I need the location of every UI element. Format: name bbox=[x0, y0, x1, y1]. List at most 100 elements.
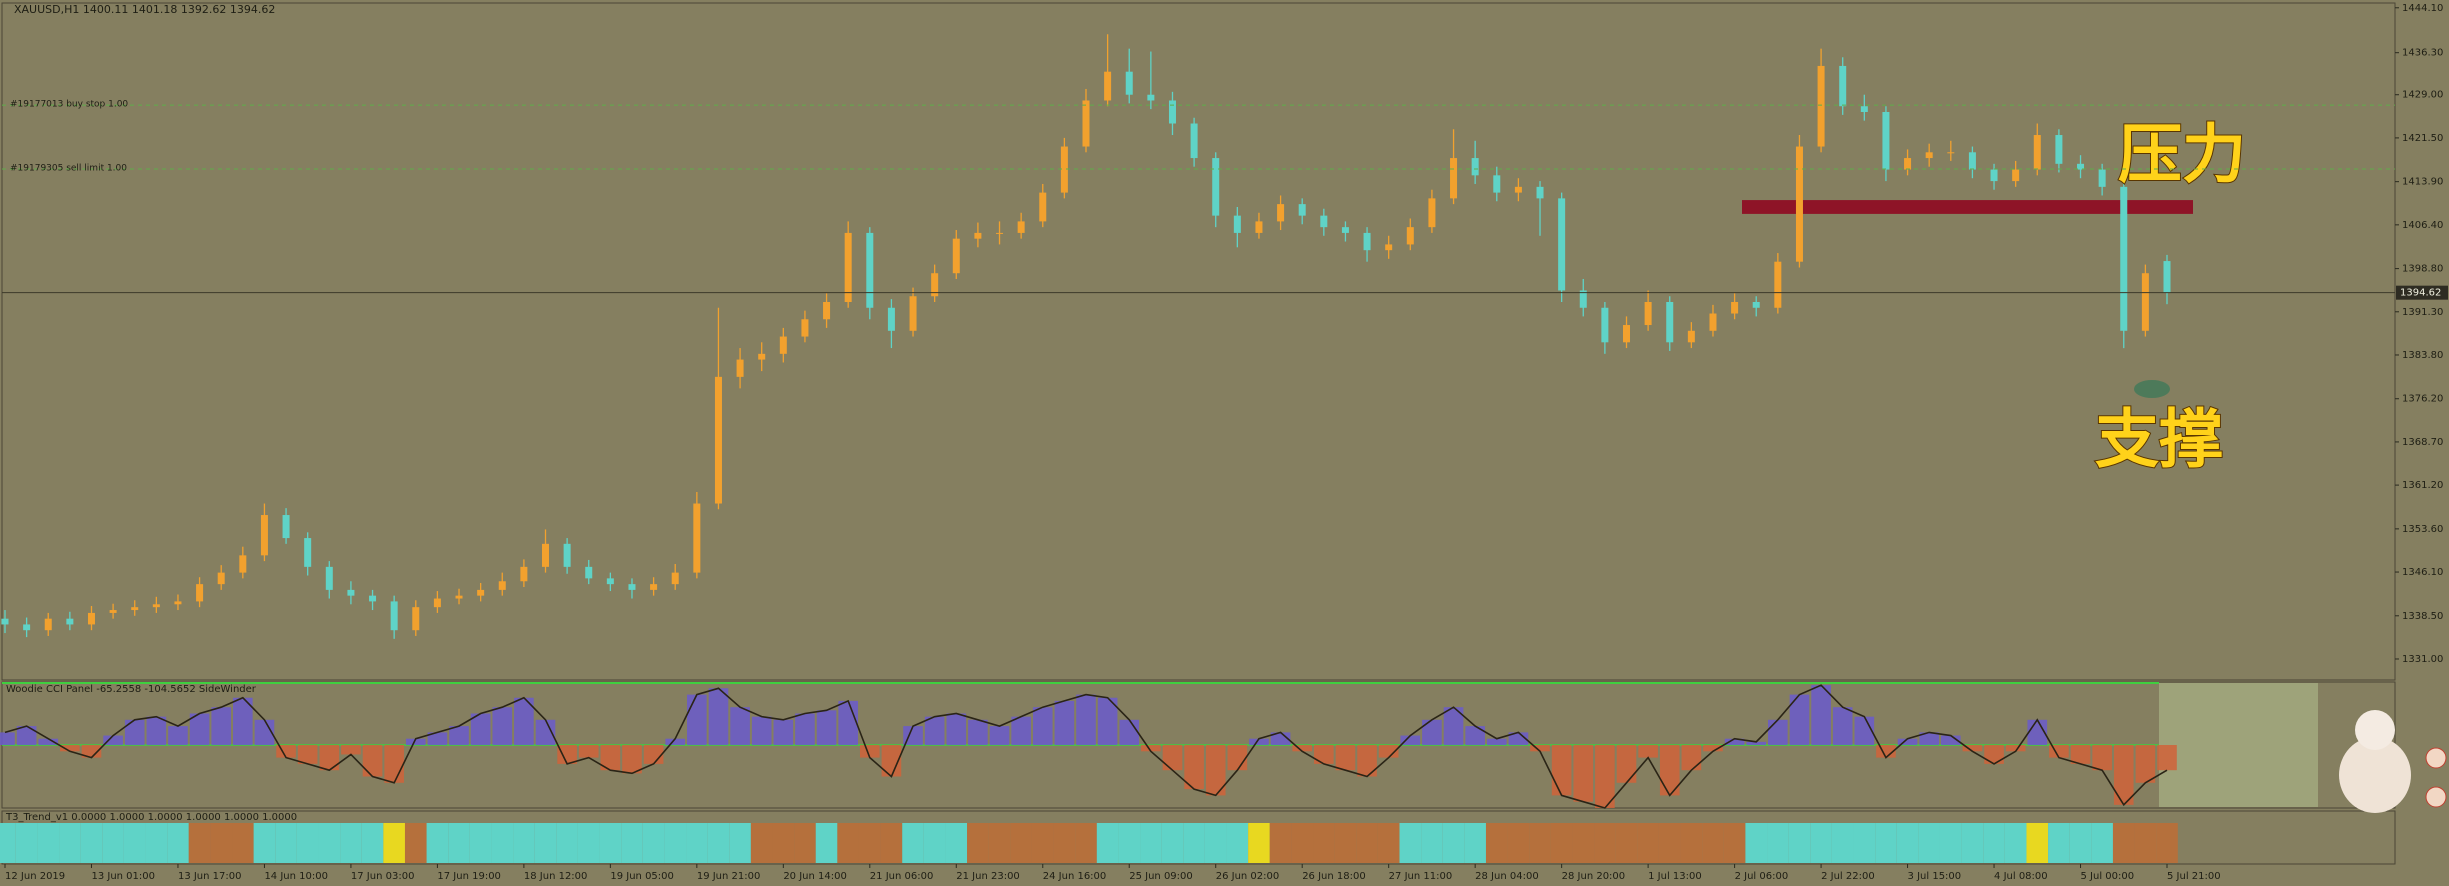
cci-bar bbox=[1227, 745, 1248, 771]
y-tick-label: 1353.60 bbox=[2402, 524, 2443, 535]
cci-bar bbox=[1832, 707, 1853, 745]
trend-band bbox=[577, 823, 600, 863]
trend-band bbox=[1334, 823, 1357, 863]
trend-band bbox=[0, 823, 16, 863]
trend-band bbox=[1031, 823, 1054, 863]
cci-bar bbox=[146, 716, 167, 745]
resistance-zone bbox=[1742, 200, 2193, 214]
y-tick-label: 1413.90 bbox=[2402, 177, 2443, 188]
trend-band bbox=[1615, 823, 1638, 863]
trend-band bbox=[664, 823, 687, 863]
cci-bar bbox=[881, 745, 902, 777]
trend-band bbox=[1442, 823, 1465, 863]
trend-band bbox=[1356, 823, 1378, 863]
candle-body bbox=[1536, 186, 1544, 199]
trend-band bbox=[1313, 823, 1335, 863]
trend-band bbox=[123, 823, 146, 863]
x-tick-label: 4 Jul 08:00 bbox=[1994, 871, 2048, 882]
cci-bar bbox=[1940, 735, 1961, 745]
candle-body bbox=[1579, 290, 1587, 308]
cci-bar bbox=[189, 713, 210, 745]
cci-bar bbox=[124, 719, 145, 745]
candle-body bbox=[931, 273, 939, 297]
x-tick-label: 3 Jul 15:00 bbox=[1908, 871, 1962, 882]
cci-bar bbox=[254, 719, 275, 745]
x-tick-label: 13 Jun 17:00 bbox=[178, 871, 242, 882]
mascot-icon bbox=[2425, 747, 2447, 769]
candle-body bbox=[1558, 198, 1566, 291]
cci-bar bbox=[1724, 738, 1745, 745]
candle-body bbox=[2077, 163, 2085, 170]
cci-bar bbox=[2070, 745, 2091, 764]
candle-body bbox=[44, 618, 52, 631]
trend-band bbox=[815, 823, 838, 863]
cci-bar bbox=[427, 732, 448, 745]
trend-band bbox=[1485, 823, 1508, 863]
cci-bar bbox=[859, 745, 880, 758]
last-price-box bbox=[2396, 285, 2448, 300]
candle-body bbox=[1817, 65, 1825, 147]
cci-bar bbox=[2113, 745, 2134, 805]
candle-body bbox=[1623, 325, 1630, 343]
y-tick-label: 1429.00 bbox=[2402, 90, 2443, 101]
candle-body bbox=[23, 624, 31, 631]
candle-body bbox=[412, 607, 420, 631]
trend-band bbox=[1053, 823, 1076, 863]
candle-body bbox=[66, 618, 74, 625]
x-tick-label: 12 Jun 2019 bbox=[5, 871, 65, 882]
x-tick-label: 26 Jun 18:00 bbox=[1302, 871, 1366, 882]
x-tick-label: 5 Jul 21:00 bbox=[2167, 871, 2221, 882]
candle-body bbox=[1904, 158, 1912, 170]
trend-band bbox=[556, 823, 578, 863]
candle-body bbox=[1450, 158, 1458, 199]
trend-band bbox=[923, 823, 946, 863]
trend-band bbox=[1810, 823, 1832, 863]
cci-bar bbox=[1119, 719, 1140, 745]
cci-bar bbox=[1616, 745, 1637, 783]
trend-band bbox=[2048, 823, 2070, 863]
candle-body bbox=[1341, 227, 1349, 233]
candle-body bbox=[1104, 71, 1112, 101]
candle-body bbox=[736, 359, 744, 377]
price-pane bbox=[1, 2, 2396, 681]
cci-bar bbox=[535, 719, 556, 745]
trend-band bbox=[1464, 823, 1486, 863]
trend-band bbox=[729, 823, 751, 863]
trend-band bbox=[426, 823, 449, 863]
trend-band bbox=[1658, 823, 1681, 863]
candle-body bbox=[801, 319, 809, 337]
trend-band bbox=[1140, 823, 1162, 863]
cci-bar bbox=[1378, 745, 1399, 758]
cci-bar bbox=[362, 745, 383, 777]
x-tick-label: 28 Jun 20:00 bbox=[1562, 871, 1626, 882]
trend-band bbox=[621, 823, 643, 863]
chart-title: XAUUSD,H1 1400.11 1401.18 1392.62 1394.6… bbox=[14, 3, 275, 16]
trend-band bbox=[1896, 823, 1919, 863]
y-tick-label: 1331.00 bbox=[2402, 654, 2443, 665]
trend-band bbox=[1875, 823, 1897, 863]
y-tick-label: 1376.20 bbox=[2402, 394, 2443, 405]
trend-band bbox=[750, 823, 773, 863]
trend-band bbox=[1075, 823, 1097, 863]
candle-body bbox=[1406, 227, 1414, 245]
trend-band bbox=[232, 823, 254, 863]
candle-body bbox=[563, 543, 571, 567]
resistance-label: 压力 bbox=[2118, 118, 2246, 193]
candle-body bbox=[369, 595, 377, 602]
cci-bar bbox=[384, 745, 404, 783]
x-tick-label: 18 Jun 12:00 bbox=[524, 871, 588, 882]
trend-band bbox=[145, 823, 168, 863]
mascot bbox=[2339, 710, 2447, 813]
candle-body bbox=[174, 601, 182, 605]
trend-band bbox=[642, 823, 665, 863]
trend-band bbox=[1594, 823, 1616, 863]
trend-title: T3_Trend_v1 0.0000 1.0000 1.0000 1.0000 … bbox=[5, 812, 297, 823]
cci-bar bbox=[1335, 745, 1356, 771]
trend-band bbox=[2069, 823, 2092, 863]
cci-bar bbox=[665, 738, 686, 745]
candle-body bbox=[909, 296, 917, 331]
cci-bar bbox=[168, 726, 188, 745]
last-price-label: 1394.62 bbox=[2400, 288, 2441, 299]
candle-body bbox=[260, 515, 268, 556]
cci-bar bbox=[1811, 685, 1831, 745]
